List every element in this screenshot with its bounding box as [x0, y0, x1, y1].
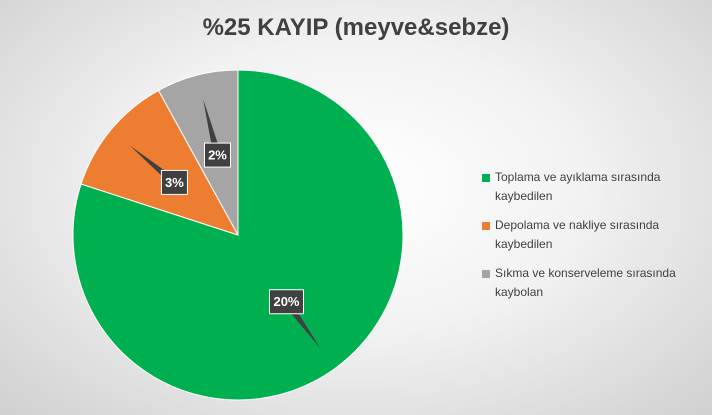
legend-swatch [482, 270, 490, 278]
legend: Toplama ve ayıklama sırasında kaybedilen… [482, 168, 692, 312]
data-label: 2% [208, 148, 227, 163]
legend-item: Depolama ve nakliye sırasında kaybedilen [482, 216, 692, 254]
pie-slice [72, 69, 404, 401]
legend-label: Depolama ve nakliye sırasında kaybedilen [495, 218, 660, 251]
legend-label: Sıkma ve konserveleme sırasında kaybolan [495, 266, 676, 299]
legend-item: Toplama ve ayıklama sırasında kaybedilen [482, 168, 692, 206]
label-callout [203, 99, 222, 157]
legend-swatch [482, 222, 490, 230]
label-box [268, 289, 304, 315]
data-label: 3% [165, 175, 184, 190]
pie-slice [157, 69, 239, 236]
chart-title: %25 KAYIP (meyve&sebze) [202, 14, 510, 41]
legend-item: Sıkma ve konserveleme sırasında kaybolan [482, 264, 692, 302]
data-label: 20% [273, 294, 299, 309]
label-box [160, 169, 188, 195]
pie-slice [80, 89, 240, 236]
label-box [203, 142, 231, 168]
legend-swatch [482, 174, 490, 182]
legend-label: Toplama ve ayıklama sırasında kaybedilen [495, 170, 661, 203]
